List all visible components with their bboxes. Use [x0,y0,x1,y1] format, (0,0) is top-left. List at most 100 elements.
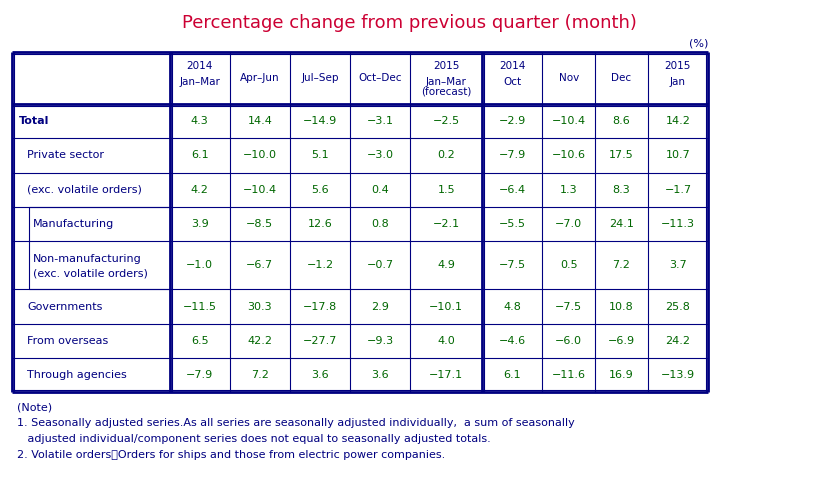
Text: 2014: 2014 [187,62,213,71]
Text: 10.8: 10.8 [609,302,634,312]
Text: 16.9: 16.9 [609,370,634,380]
Text: 7.2: 7.2 [251,370,269,380]
Text: 0.4: 0.4 [371,185,389,194]
Text: −9.3: −9.3 [367,336,394,346]
Text: Apr–Jun: Apr–Jun [240,73,280,83]
Text: 3.9: 3.9 [191,219,209,229]
Text: −17.8: −17.8 [303,302,337,312]
Text: −10.0: −10.0 [243,150,277,160]
Text: (exc. volatile orders): (exc. volatile orders) [27,185,142,194]
Text: Oct: Oct [503,77,521,87]
Text: Through agencies: Through agencies [27,370,127,380]
Text: 1. Seasonally adjusted series.As all series are seasonally adjusted individually: 1. Seasonally adjusted series.As all ser… [17,418,575,428]
Text: (%): (%) [689,38,708,48]
Text: 3.6: 3.6 [371,370,389,380]
Text: −2.5: −2.5 [432,116,459,126]
Text: 3.7: 3.7 [669,260,687,270]
Text: −10.4: −10.4 [242,185,277,194]
Text: From overseas: From overseas [27,336,108,346]
Text: −8.5: −8.5 [247,219,274,229]
Text: −10.4: −10.4 [551,116,586,126]
Text: 24.1: 24.1 [609,219,634,229]
Text: −13.9: −13.9 [661,370,695,380]
Text: 4.9: 4.9 [437,260,455,270]
Text: Percentage change from previous quarter (month): Percentage change from previous quarter … [182,14,637,32]
Text: 30.3: 30.3 [247,302,272,312]
Text: 17.5: 17.5 [609,150,634,160]
Text: 1.3: 1.3 [560,185,577,194]
Text: 14.4: 14.4 [247,116,273,126]
Text: −10.1: −10.1 [429,302,464,312]
Text: 25.8: 25.8 [666,302,690,312]
Text: −7.9: −7.9 [186,370,214,380]
Text: −1.2: −1.2 [306,260,333,270]
Text: Jan–Mar: Jan–Mar [426,77,467,87]
Text: 4.3: 4.3 [191,116,209,126]
Text: −4.6: −4.6 [499,336,526,346]
Text: 12.6: 12.6 [308,219,333,229]
Text: −7.9: −7.9 [499,150,526,160]
Text: −7.0: −7.0 [555,219,582,229]
Text: 0.5: 0.5 [560,260,577,270]
Text: −14.9: −14.9 [303,116,337,126]
Text: Non-manufacturing: Non-manufacturing [33,255,142,265]
Text: Jul–Sep: Jul–Sep [301,73,339,83]
Text: −1.0: −1.0 [186,260,213,270]
Text: 8.3: 8.3 [613,185,631,194]
Text: 8.6: 8.6 [613,116,631,126]
Text: −6.7: −6.7 [247,260,274,270]
Text: 3.6: 3.6 [311,370,329,380]
Text: −11.3: −11.3 [661,219,695,229]
Text: −6.9: −6.9 [608,336,635,346]
Text: 2. Volatile orders：Orders for ships and those from electric power companies.: 2. Volatile orders：Orders for ships and … [17,450,446,460]
Text: 0.8: 0.8 [371,219,389,229]
Text: 2015: 2015 [433,62,459,71]
Text: −27.7: −27.7 [303,336,337,346]
Text: Private sector: Private sector [27,150,104,160]
Text: −6.0: −6.0 [555,336,582,346]
Text: 6.1: 6.1 [504,370,521,380]
Text: (forecast): (forecast) [421,87,472,96]
Text: 4.8: 4.8 [503,302,521,312]
Text: 1.5: 1.5 [437,185,455,194]
Text: 2.9: 2.9 [371,302,389,312]
Text: Dec: Dec [612,73,631,83]
Text: −6.4: −6.4 [499,185,526,194]
Text: 2015: 2015 [665,62,691,71]
Text: 4.2: 4.2 [191,185,209,194]
Text: −2.9: −2.9 [499,116,526,126]
Text: −2.1: −2.1 [432,219,459,229]
Text: 6.1: 6.1 [191,150,209,160]
Text: −11.6: −11.6 [552,370,586,380]
Text: 7.2: 7.2 [613,260,631,270]
Text: 5.1: 5.1 [311,150,329,160]
Text: Nov: Nov [559,73,579,83]
Text: −5.5: −5.5 [499,219,526,229]
Text: −1.7: −1.7 [664,185,691,194]
Text: −3.0: −3.0 [367,150,394,160]
Text: 4.0: 4.0 [437,336,455,346]
Text: Governments: Governments [27,302,102,312]
Text: 24.2: 24.2 [665,336,690,346]
Text: Jan–Mar: Jan–Mar [179,77,220,87]
Text: Oct–Dec: Oct–Dec [359,73,402,83]
Text: adjusted individual/component series does not equal to seasonally adjusted total: adjusted individual/component series doe… [17,434,491,444]
Text: −17.1: −17.1 [429,370,464,380]
Text: −10.6: −10.6 [552,150,586,160]
Text: (exc. volatile orders): (exc. volatile orders) [33,268,148,278]
Text: −0.7: −0.7 [367,260,394,270]
Text: Jan: Jan [670,77,686,87]
Text: Total: Total [19,116,49,126]
Text: −3.1: −3.1 [367,116,394,126]
Text: 5.6: 5.6 [311,185,329,194]
Text: 42.2: 42.2 [247,336,273,346]
Text: 2014: 2014 [499,62,525,71]
Text: −7.5: −7.5 [555,302,582,312]
Text: 6.5: 6.5 [191,336,209,346]
Text: 0.2: 0.2 [437,150,455,160]
Text: −11.5: −11.5 [183,302,217,312]
Text: (Note): (Note) [17,402,52,412]
Text: 10.7: 10.7 [666,150,690,160]
Text: −7.5: −7.5 [499,260,526,270]
Text: Manufacturing: Manufacturing [33,219,114,229]
